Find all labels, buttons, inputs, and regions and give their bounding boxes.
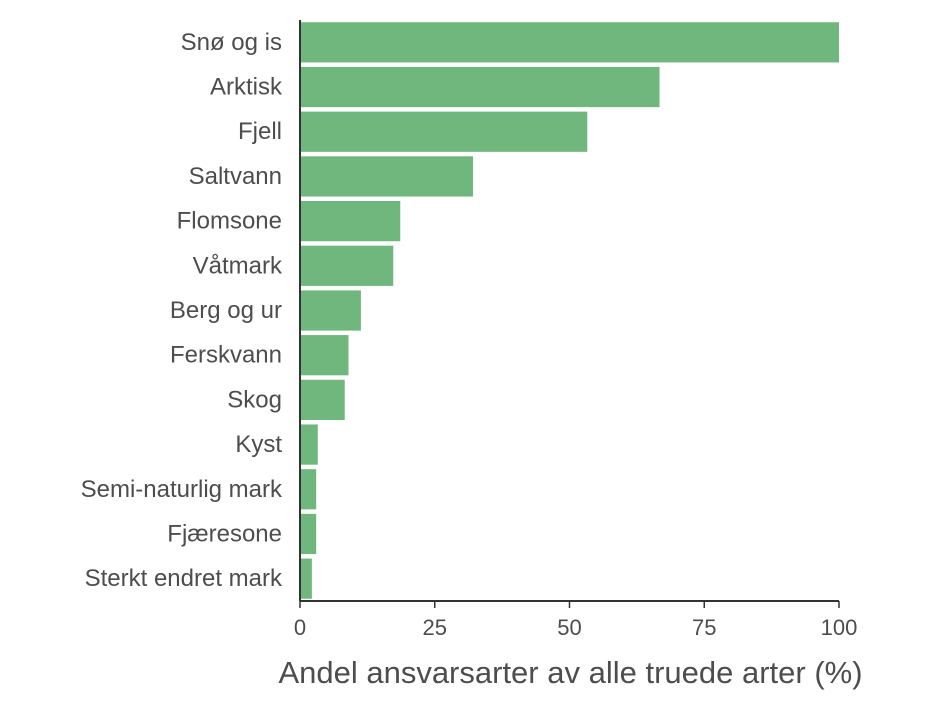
bar-2 <box>300 111 588 152</box>
category-label-12: Sterkt endret mark <box>85 565 283 592</box>
x-tick-label-2: 50 <box>557 615 581 640</box>
category-label-1: Arktisk <box>210 74 283 101</box>
bar-0 <box>300 22 839 63</box>
bar-11 <box>300 513 317 555</box>
category-label-11: Fjæresone <box>167 520 282 547</box>
bars-group <box>300 22 839 599</box>
x-tick-label-1: 25 <box>423 615 447 640</box>
category-label-6: Berg og ur <box>170 297 282 324</box>
bar-3 <box>300 156 474 197</box>
x-axis-title: Andel ansvarsarter av alle truede arter … <box>278 655 862 690</box>
bar-7 <box>300 335 349 376</box>
x-tick-label-4: 100 <box>821 615 858 640</box>
bar-1 <box>300 66 660 108</box>
bar-6 <box>300 290 361 331</box>
bar-10 <box>300 469 317 510</box>
category-label-3: Saltvann <box>189 163 282 190</box>
category-labels: Snø og is Arktisk Fjell Saltvann Flomsone Våt… <box>81 29 283 592</box>
x-tick-label-0: 0 <box>294 615 306 640</box>
category-label-9: Kyst <box>235 431 282 458</box>
bar-5 <box>300 245 394 286</box>
bar-8 <box>300 379 345 420</box>
x-ticks: 0 25 50 75 100 <box>294 601 857 640</box>
category-label-7: Ferskvann <box>170 342 282 369</box>
bar-4 <box>300 201 401 242</box>
bar-12 <box>300 558 312 599</box>
category-label-5: Våtmark <box>193 252 283 279</box>
x-tick-label-3: 75 <box>692 615 716 640</box>
category-label-4: Flomsone <box>177 208 282 235</box>
category-label-8: Skog <box>227 386 282 413</box>
category-label-0: Snø og is <box>181 29 282 56</box>
category-label-2: Fjell <box>238 118 282 145</box>
bar-9 <box>300 424 318 465</box>
category-label-10: Semi-naturlig mark <box>81 476 283 503</box>
